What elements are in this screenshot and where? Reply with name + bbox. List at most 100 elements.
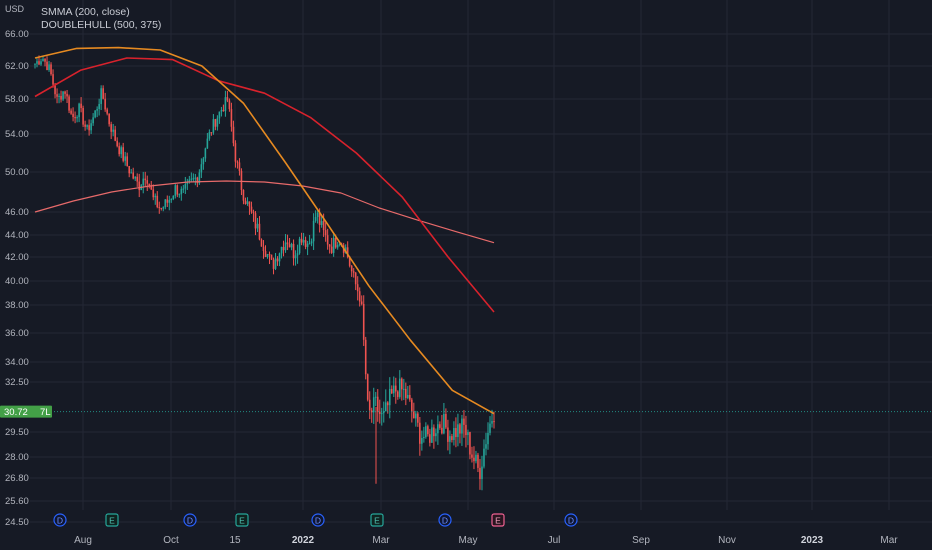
doublehull-fast-line bbox=[34, 46, 495, 415]
candle-body bbox=[286, 242, 289, 245]
candle-body bbox=[407, 394, 409, 398]
event-marker-letter: E bbox=[239, 515, 245, 525]
candle-body bbox=[396, 391, 399, 397]
legend-smma[interactable]: SMMA (200, close) bbox=[41, 6, 130, 18]
event-marker-letter: E bbox=[374, 515, 380, 525]
candle-body bbox=[142, 178, 145, 186]
legend-doublehull[interactable]: DOUBLEHULL (500, 375) bbox=[41, 19, 162, 31]
candle-body bbox=[36, 61, 38, 64]
candle-body bbox=[330, 246, 333, 253]
candle-body bbox=[435, 433, 437, 437]
x-axis: Aug Oct 15 2022 Mar May Jul Sep Nov 2023 Mar bbox=[74, 535, 898, 546]
candle-body bbox=[354, 272, 357, 285]
candle-body bbox=[298, 238, 301, 254]
candle-body bbox=[356, 284, 359, 292]
candle-body bbox=[459, 424, 461, 434]
y-tick-label: 58.00 bbox=[5, 94, 29, 105]
candle-body bbox=[78, 103, 80, 118]
price-tag-suffix: 7L bbox=[40, 407, 51, 418]
event-marker-letter: D bbox=[315, 515, 321, 525]
x-tick-label: Oct bbox=[163, 535, 179, 546]
event-marker-letter: D bbox=[57, 515, 63, 525]
dividend-icon bbox=[183, 513, 197, 527]
candle-body bbox=[192, 178, 195, 180]
y-axis: USD 66.00 62.00 58.00 54.00 50.00 46.00 44.00 42… bbox=[5, 4, 29, 528]
candle-body bbox=[423, 437, 425, 439]
x-tick-label: Aug bbox=[74, 535, 92, 546]
candle-body bbox=[413, 411, 415, 419]
event-marker-dividend[interactable]: D bbox=[438, 513, 452, 527]
candle-body bbox=[148, 183, 151, 186]
candle-body bbox=[338, 243, 341, 246]
x-tick-label: Nov bbox=[718, 535, 736, 546]
candle-body bbox=[54, 84, 56, 95]
candle-body bbox=[214, 119, 217, 127]
y-tick-label: 66.00 bbox=[5, 29, 29, 40]
event-marker-earnings[interactable]: E bbox=[370, 513, 384, 527]
candle-body bbox=[419, 422, 421, 444]
candle-body bbox=[409, 394, 411, 400]
candle-body bbox=[240, 170, 243, 190]
candle-body bbox=[252, 211, 255, 214]
candle-body bbox=[326, 235, 329, 245]
candle-body bbox=[310, 241, 313, 244]
candle-body bbox=[74, 117, 76, 119]
candle-body bbox=[256, 223, 259, 229]
candle-body bbox=[266, 254, 269, 258]
candle-body bbox=[390, 388, 393, 394]
candle-body bbox=[320, 221, 323, 225]
candle-body bbox=[477, 454, 479, 468]
candle-body bbox=[224, 97, 227, 112]
x-tick-label: 15 bbox=[229, 535, 241, 546]
candle-body bbox=[114, 129, 116, 141]
earnings-icon bbox=[370, 513, 384, 527]
dividend-icon bbox=[311, 513, 325, 527]
event-marker-earnings[interactable]: E bbox=[235, 513, 249, 527]
y-tick-label: 54.00 bbox=[5, 129, 29, 140]
candle-body bbox=[388, 388, 391, 406]
candle-body bbox=[316, 212, 319, 218]
candle-body bbox=[398, 378, 401, 397]
candle-body bbox=[134, 176, 137, 179]
candle-body bbox=[196, 177, 199, 184]
event-marker-earnings-upcoming[interactable]: E bbox=[491, 513, 505, 527]
candle-body bbox=[144, 178, 147, 181]
candle-body bbox=[138, 181, 141, 191]
candle-body bbox=[128, 165, 131, 174]
candle-body bbox=[288, 244, 291, 248]
candle-body bbox=[278, 253, 281, 262]
price-tag-box bbox=[0, 405, 52, 418]
candle-body bbox=[90, 123, 92, 131]
candle-body bbox=[324, 230, 327, 236]
candle-body bbox=[427, 426, 429, 435]
candle-body bbox=[421, 437, 423, 444]
candle-body bbox=[364, 339, 367, 375]
event-marker-dividend[interactable]: D bbox=[53, 513, 67, 527]
candle-body bbox=[437, 424, 439, 434]
event-marker-dividend[interactable]: D bbox=[183, 513, 197, 527]
candle-body bbox=[52, 74, 54, 85]
candle-body bbox=[447, 427, 449, 442]
candle-body bbox=[198, 172, 201, 184]
candle-body bbox=[374, 396, 377, 398]
event-marker-earnings[interactable]: E bbox=[105, 513, 119, 527]
candle-body bbox=[258, 223, 261, 240]
candle-body bbox=[46, 61, 48, 71]
candle-body bbox=[56, 94, 58, 97]
candle-body bbox=[170, 198, 173, 201]
x-tick-label: Jul bbox=[548, 535, 561, 546]
candle-body bbox=[104, 98, 106, 110]
candle-body bbox=[483, 448, 485, 467]
earnings-icon bbox=[235, 513, 249, 527]
candle-body bbox=[384, 402, 387, 412]
candle-body bbox=[441, 427, 443, 434]
candle-body bbox=[66, 93, 68, 97]
candle-body bbox=[314, 217, 317, 221]
event-marker-dividend[interactable]: D bbox=[311, 513, 325, 527]
price-tag-value: 30.72 bbox=[4, 407, 28, 418]
candle-body bbox=[226, 97, 229, 101]
event-marker-dividend[interactable]: D bbox=[564, 513, 578, 527]
candle-body bbox=[102, 88, 104, 99]
